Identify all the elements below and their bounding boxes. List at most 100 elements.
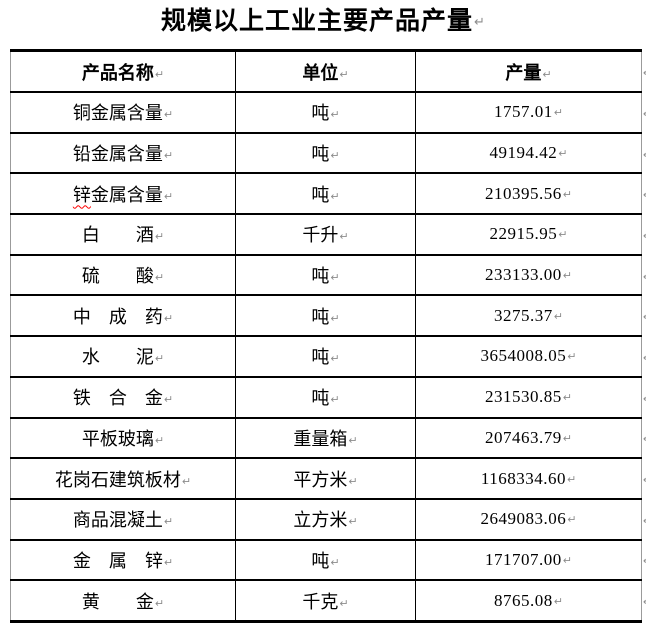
unit-cell: 千克↵ (235, 580, 416, 622)
row-end-mark-icon: ↵ (643, 297, 646, 338)
table-row: 平板玻璃↵ 重量箱↵ 207463.79↵ (10, 417, 642, 460)
table-row: 硫 酸↵ 吨↵ 233133.00↵ (10, 254, 642, 297)
table-row: 金 属 锌↵ 吨↵ 171707.00↵ (10, 539, 642, 582)
cell-end-mark-icon: ↵ (330, 555, 340, 569)
cell-end-mark-icon: ↵ (553, 594, 563, 608)
cell-end-mark-icon: ↵ (181, 474, 192, 488)
cell-end-mark-icon: ↵ (558, 228, 568, 242)
cell-end-mark-icon: ↵ (567, 513, 577, 527)
unit-cell: 吨↵ (235, 539, 416, 582)
unit-cell: 平方米↵ (235, 458, 416, 500)
table-row: 水 泥↵ 吨↵ 3654008.05↵ (10, 336, 642, 378)
product-name-cell: 水 泥↵ (10, 336, 236, 378)
cell-end-mark-icon: ↵ (562, 187, 572, 201)
row-end-mark-icon: ↵ (643, 52, 646, 94)
spellcheck-underlined-text: 锌 (72, 184, 91, 206)
cell-end-mark-icon: ↵ (163, 108, 174, 122)
cell-end-mark-icon: ↵ (567, 350, 577, 364)
output-value-cell: 2649083.06↵ (415, 498, 642, 541)
cell-end-mark-icon: ↵ (154, 230, 165, 244)
cell-end-mark-icon: ↵ (330, 149, 340, 163)
column-header-unit: 单位↵ (235, 50, 416, 93)
output-value-cell: 1757.01↵ (415, 92, 642, 134)
table-row: 铅金属含量↵ 吨↵ 49194.42↵ (10, 132, 642, 175)
row-end-mark-icon: ↵ (643, 94, 646, 135)
cell-end-mark-icon: ↵ (330, 352, 340, 366)
table-row: 黄 金↵ 千克↵ 8765.08↵ (11, 580, 642, 622)
cell-end-mark-icon: ↵ (562, 553, 572, 567)
cell-end-mark-icon: ↵ (330, 311, 340, 325)
product-name-cell: 金 属 锌↵ (10, 539, 236, 582)
unit-cell: 立方米↵ (235, 498, 416, 541)
cell-end-mark-icon: ↵ (154, 271, 165, 285)
cell-end-mark-icon: ↵ (542, 67, 552, 81)
output-value-cell: 3654008.05↵ (415, 336, 642, 378)
cell-end-mark-icon: ↵ (163, 311, 174, 325)
unit-cell: 吨↵ (235, 254, 416, 297)
row-end-mark-icon: ↵ (643, 257, 646, 298)
table-row: 花岗石建筑板材↵ 平方米↵ 1168334.60↵ (10, 458, 642, 500)
output-value-cell: 1168334.60↵ (415, 458, 642, 500)
product-name-cell: 硫 酸↵ (10, 254, 236, 297)
cell-end-mark-icon: ↵ (553, 106, 563, 120)
cell-end-mark-icon: ↵ (562, 431, 572, 445)
product-name-cell: 铜金属含量↵ (10, 92, 236, 134)
product-name-cell: 花岗石建筑板材↵ (10, 458, 236, 500)
cell-end-mark-icon: ↵ (154, 433, 165, 447)
unit-cell: 吨↵ (235, 173, 416, 216)
row-end-mark-icon: ↵ (643, 501, 646, 542)
cell-end-mark-icon: ↵ (339, 67, 349, 81)
row-end-mark-icon: ↵ (643, 460, 646, 501)
table-row: 铁 合 金↵ 吨↵ 231530.85↵ (10, 376, 642, 419)
unit-cell: 吨↵ (235, 376, 416, 419)
product-name-cell: 商品混凝土↵ (10, 498, 236, 541)
document-title: 规模以上工业主要产品产量↵ (0, 5, 646, 37)
row-end-mark-icon: ↵ (643, 135, 646, 176)
row-end-mark-icon: ↵ (643, 216, 646, 257)
row-end-mark-icon: ↵ (643, 175, 646, 216)
cell-end-mark-icon: ↵ (154, 352, 165, 366)
unit-cell: 千升↵ (235, 214, 416, 256)
output-value-cell: 233133.00↵ (415, 254, 642, 297)
cell-end-mark-icon: ↵ (163, 555, 174, 569)
unit-cell: 重量箱↵ (235, 417, 416, 460)
cell-end-mark-icon: ↵ (348, 515, 358, 529)
column-header-product-name: 产品名称↵ (10, 50, 236, 93)
row-end-mark-icon: ↵ (643, 338, 646, 379)
product-name-cell: 中 成 药↵ (10, 295, 236, 338)
output-value-cell: 49194.42↵ (415, 132, 642, 175)
table-body: 铜金属含量↵ 吨↵ 1757.01↵ 铅金属含量↵ 吨↵ 49194.42↵ 锌金属含量↵ 吨… (10, 92, 642, 622)
row-end-mark-icon: ↵ (643, 420, 646, 461)
paragraph-mark-icon: ↵ (474, 15, 485, 30)
cell-end-mark-icon: ↵ (154, 596, 165, 610)
row-end-mark-icon: ↵ (643, 582, 646, 623)
product-name-cell: 铁 合 金↵ (10, 376, 236, 419)
unit-cell: 吨↵ (235, 295, 416, 338)
output-value-cell: 231530.85↵ (415, 376, 642, 419)
cell-end-mark-icon: ↵ (154, 67, 165, 81)
end-of-row-marks: ↵↵↵↵↵↵↵↵↵↵↵↵↵↵ (643, 52, 646, 623)
document-title-text: 规模以上工业主要产品产量 (161, 6, 474, 35)
table-row: 中 成 药↵ 吨↵ 3275.37↵ (10, 295, 642, 338)
column-header-label: 产量 (505, 62, 542, 84)
product-name-cell: 平板玻璃↵ (10, 417, 236, 460)
output-value-cell: 171707.00↵ (415, 539, 642, 582)
cell-end-mark-icon: ↵ (330, 271, 340, 285)
unit-cell: 吨↵ (235, 92, 416, 134)
product-name-cell: 白 酒↵ (10, 214, 236, 256)
column-header-label: 单位 (302, 62, 339, 84)
cell-end-mark-icon: ↵ (562, 391, 572, 405)
product-name-cell: 黄 金↵ (81, 591, 165, 613)
row-end-mark-icon: ↵ (643, 542, 646, 583)
cell-end-mark-icon: ↵ (348, 474, 358, 488)
cell-end-mark-icon: ↵ (163, 149, 174, 163)
cell-end-mark-icon: ↵ (163, 189, 174, 203)
cell-end-mark-icon: ↵ (330, 393, 340, 407)
table-row: 锌金属含量↵ 吨↵ 210395.56↵ (10, 173, 642, 216)
column-header-label: 产品名称 (81, 62, 154, 84)
output-value-cell: 207463.79↵ (415, 417, 642, 460)
output-value-cell: 8765.08↵ (415, 580, 642, 622)
cell-end-mark-icon: ↵ (566, 472, 577, 486)
cell-end-mark-icon: ↵ (330, 189, 340, 203)
row-end-mark-icon: ↵ (643, 379, 646, 420)
